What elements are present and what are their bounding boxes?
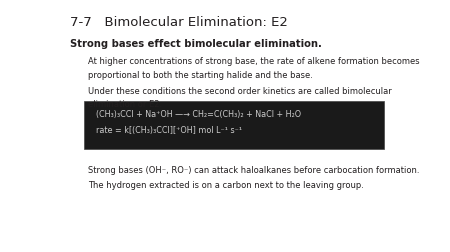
Text: elimination or E2.: elimination or E2. [88,100,162,109]
Text: 7-7   Bimolecular Elimination: E2: 7-7 Bimolecular Elimination: E2 [70,16,288,29]
Text: rate = k[(CH₃)₃CCl][⁺OH] mol L⁻¹ s⁻¹: rate = k[(CH₃)₃CCl][⁺OH] mol L⁻¹ s⁻¹ [96,125,242,135]
Text: Strong bases (OH⁻, RO⁻) can attack haloalkanes before carbocation formation.: Strong bases (OH⁻, RO⁻) can attack haloa… [88,165,419,174]
Text: Under these conditions the second order kinetics are called bimolecular: Under these conditions the second order … [88,86,392,95]
Text: The hydrogen extracted is on a carbon next to the leaving group.: The hydrogen extracted is on a carbon ne… [88,180,364,189]
Text: proportional to both the starting halide and the base.: proportional to both the starting halide… [88,71,313,80]
Text: (CH₃)₃CCl + Na⁺OH —→ CH₂=C(CH₃)₂ + NaCl + H₂O: (CH₃)₃CCl + Na⁺OH —→ CH₂=C(CH₃)₂ + NaCl … [96,110,301,119]
Text: Strong bases effect bimolecular elimination.: Strong bases effect bimolecular eliminat… [70,39,322,49]
Text: At higher concentrations of strong base, the rate of alkene formation becomes: At higher concentrations of strong base,… [88,57,419,66]
